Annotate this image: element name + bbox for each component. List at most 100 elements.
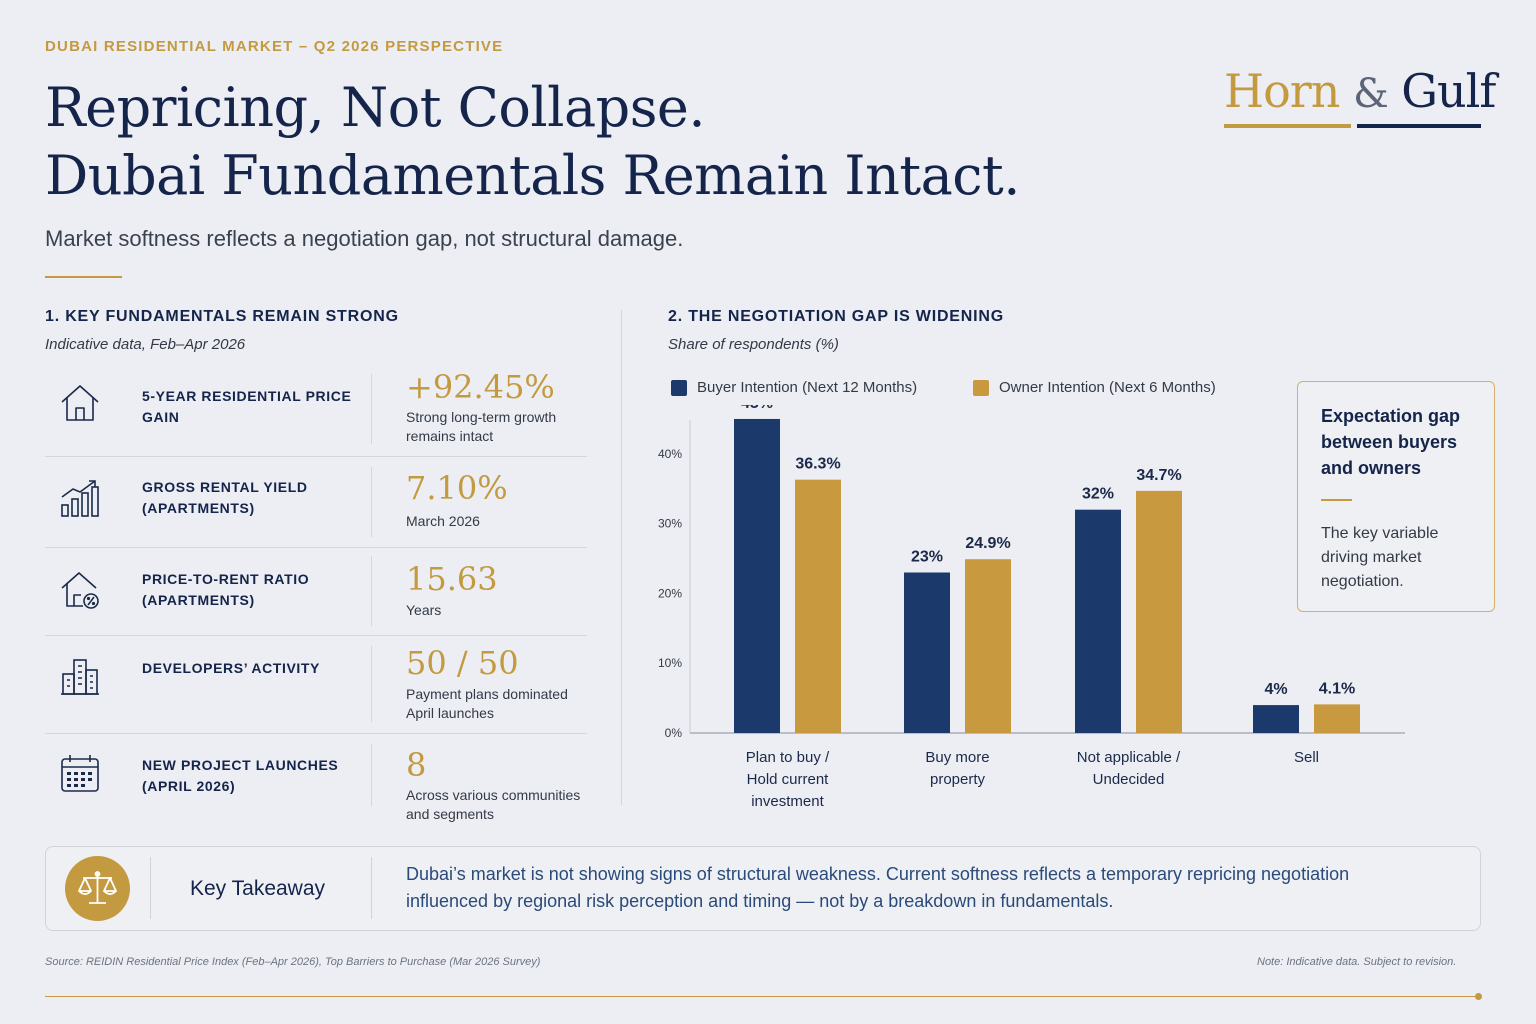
bar bbox=[904, 572, 950, 733]
growth-chart-icon bbox=[59, 477, 101, 519]
logo-word-gulf: Gulf bbox=[1401, 64, 1496, 118]
footer-dot bbox=[1475, 993, 1482, 1000]
fundamental-row: NEW PROJECT LAUNCHES (APRIL 2026) 8 Acro… bbox=[45, 734, 587, 830]
house-icon bbox=[59, 382, 101, 424]
row-separator bbox=[45, 456, 587, 457]
bar bbox=[1136, 490, 1182, 733]
legend-swatch-buyer bbox=[671, 380, 687, 396]
takeaway-text: Dubai’s market is not showing signs of s… bbox=[406, 864, 1350, 911]
fundamental-label: 5-YEAR RESIDENTIAL PRICE GAIN bbox=[142, 388, 352, 425]
fundamental-row: PRICE-TO-RENT RATIO (APARTMENTS) 15.63 Y… bbox=[45, 548, 587, 636]
data-label: 34.7% bbox=[1136, 467, 1181, 484]
category-label-line: Undecided bbox=[1093, 771, 1165, 788]
title-line-1: Repricing, Not Collapse. bbox=[45, 76, 706, 139]
fundamental-value: 8 bbox=[406, 746, 427, 784]
fundamental-note: March 2026 bbox=[406, 513, 480, 529]
fundamental-note: Payment plans dominated April launches bbox=[406, 686, 568, 721]
fundamental-row: DEVELOPERS’ ACTIVITY 50 / 50 Payment pla… bbox=[45, 636, 587, 734]
bar-chart: 0% 10% 20% 30% 40% 45% 36.3% Plan to buy / Hold … bbox=[658, 405, 1405, 810]
brand-logo: Horn & Gulf bbox=[1224, 64, 1496, 118]
logo-underline-gold bbox=[1224, 124, 1351, 128]
fundamental-note: Strong long-term growth remains intact bbox=[406, 409, 557, 444]
logo-word-horn: Horn bbox=[1224, 64, 1340, 118]
category-label-line: Plan to buy / bbox=[746, 749, 830, 766]
fundamental-row: GROSS RENTAL YIELD (APARTMENTS) 7.10% Ma… bbox=[45, 457, 587, 548]
row-divider bbox=[371, 646, 372, 722]
data-label: 4.1% bbox=[1319, 680, 1355, 697]
kicker: DUBAI RESIDENTIAL MARKET – Q2 2026 PERSP… bbox=[45, 38, 504, 55]
bar bbox=[734, 418, 780, 733]
category-label-line: Not applicable / bbox=[1077, 749, 1181, 766]
callout-title: Expectation gap between buyers and owner… bbox=[1321, 406, 1461, 478]
legend-label-buyer: Buyer Intention (Next 12 Months) bbox=[697, 379, 918, 396]
y-tick-label: 20% bbox=[658, 586, 682, 600]
y-tick-label: 30% bbox=[658, 517, 682, 531]
fundamental-label: GROSS RENTAL YIELD (APARTMENTS) bbox=[142, 479, 308, 516]
data-label: 24.9% bbox=[965, 535, 1010, 552]
category-label-line: Hold current bbox=[747, 771, 830, 788]
category-label-line: investment bbox=[751, 793, 824, 810]
fundamental-label: DEVELOPERS’ ACTIVITY bbox=[142, 660, 320, 676]
category-label-line: Sell bbox=[1294, 749, 1319, 766]
section2-title: 2. THE NEGOTIATION GAP IS WIDENING bbox=[668, 308, 1004, 325]
bar bbox=[795, 479, 841, 733]
scales-icon bbox=[65, 856, 130, 921]
takeaway-panel: Key Takeaway Dubai’s market is not showi… bbox=[45, 846, 1481, 931]
row-separator bbox=[45, 547, 587, 548]
callout-box: Expectation gap between buyers and owner… bbox=[1297, 381, 1495, 612]
fundamental-row: 5-YEAR RESIDENTIAL PRICE GAIN +92.45% St… bbox=[45, 366, 587, 457]
row-divider bbox=[371, 374, 372, 444]
fundamental-value: 7.10% bbox=[406, 469, 508, 507]
data-label: 45% bbox=[741, 405, 773, 412]
takeaway-divider bbox=[150, 857, 151, 919]
fundamental-value: 50 / 50 bbox=[406, 644, 519, 682]
logo-ampersand: & bbox=[1353, 71, 1389, 117]
data-label: 36.3% bbox=[795, 456, 840, 473]
revision-note: Note: Indicative data. Subject to revisi… bbox=[1257, 956, 1457, 968]
row-divider bbox=[371, 467, 372, 537]
footer-rule bbox=[45, 996, 1477, 997]
calendar-icon bbox=[59, 752, 101, 794]
house-percent-icon bbox=[59, 568, 101, 610]
takeaway-divider bbox=[371, 857, 372, 919]
callout-body: The key variable driving market negotiat… bbox=[1321, 525, 1439, 590]
legend-swatch-owner bbox=[973, 380, 989, 396]
fundamental-label: PRICE-TO-RENT RATIO (APARTMENTS) bbox=[142, 571, 310, 608]
category-label: Not applicable / Undecided bbox=[1077, 749, 1181, 788]
y-tick-label: 10% bbox=[658, 656, 682, 670]
row-separator bbox=[45, 733, 587, 734]
source-note: Source: REIDIN Residential Price Index (… bbox=[45, 956, 541, 968]
legend-label-owner: Owner Intention (Next 6 Months) bbox=[999, 379, 1216, 396]
data-label: 23% bbox=[911, 548, 943, 565]
y-tick-label: 40% bbox=[658, 447, 682, 461]
category-label: Buy more property bbox=[925, 749, 989, 788]
bar bbox=[1075, 509, 1121, 733]
y-tick-label: 0% bbox=[665, 726, 683, 740]
logo-underline-navy bbox=[1357, 124, 1481, 128]
row-separator bbox=[45, 635, 587, 636]
fundamental-note: Years bbox=[406, 602, 442, 618]
bar bbox=[1314, 704, 1360, 733]
category-label-line: Buy more bbox=[925, 749, 989, 766]
fundamental-label: NEW PROJECT LAUNCHES (APRIL 2026) bbox=[142, 757, 339, 794]
section2-subtitle: Share of respondents (%) bbox=[668, 336, 839, 353]
data-label: 4% bbox=[1264, 681, 1287, 698]
row-divider bbox=[371, 556, 372, 626]
bar bbox=[965, 559, 1011, 733]
data-label: 32% bbox=[1082, 486, 1114, 503]
buildings-icon bbox=[59, 656, 101, 698]
bar bbox=[1253, 705, 1299, 733]
section1-subtitle: Indicative data, Feb–Apr 2026 bbox=[45, 336, 246, 353]
category-label: Plan to buy / Hold current investment bbox=[746, 749, 830, 810]
callout-rule bbox=[1321, 499, 1352, 501]
category-label: Sell bbox=[1294, 749, 1319, 766]
takeaway-label: Key Takeaway bbox=[190, 877, 326, 900]
section1-title: 1. KEY FUNDAMENTALS REMAIN STRONG bbox=[45, 308, 399, 325]
fundamental-value: +92.45% bbox=[406, 368, 555, 406]
row-divider bbox=[371, 744, 372, 806]
fundamental-value: 15.63 bbox=[406, 560, 498, 598]
title-line-2: Dubai Fundamentals Remain Intact. bbox=[45, 144, 1020, 207]
fundamental-note: Across various communities and segments bbox=[406, 787, 581, 822]
page-title: Repricing, Not Collapse. Dubai Fundament… bbox=[45, 74, 1020, 210]
category-label-line: property bbox=[930, 771, 986, 788]
